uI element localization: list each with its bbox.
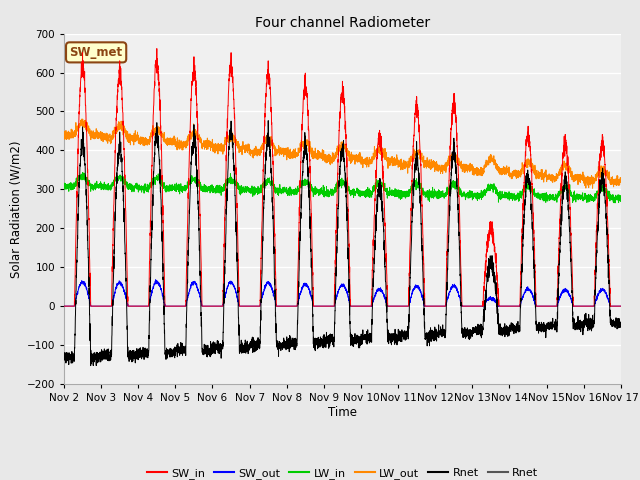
Rnet — [161, 321, 168, 327]
Line: LW_out: LW_out — [64, 119, 621, 188]
LW_out — [436, 167, 444, 173]
SW_out — [60, 303, 68, 309]
Line: Rnet: Rnet — [64, 120, 621, 366]
LW_in — [499, 192, 507, 198]
SW_in — [322, 303, 330, 309]
SW_in — [499, 303, 507, 309]
Title: Four channel Radiometer: Four channel Radiometer — [255, 16, 430, 30]
SW_out — [322, 303, 330, 309]
Text: SW_met: SW_met — [70, 46, 123, 59]
Rnet — [617, 322, 625, 327]
SW_in — [153, 46, 161, 51]
LW_in — [436, 192, 444, 198]
Rnet — [60, 353, 68, 359]
SW_out — [467, 303, 475, 309]
LW_out — [161, 130, 168, 135]
Rnet — [322, 345, 330, 350]
LW_out — [617, 177, 625, 182]
Rnet — [616, 321, 624, 327]
SW_out — [616, 303, 624, 309]
SW_in — [467, 303, 475, 309]
Rnet — [264, 118, 272, 123]
Rnet — [87, 363, 95, 369]
SW_out — [499, 303, 507, 309]
Line: LW_in: LW_in — [64, 172, 621, 203]
SW_out — [436, 303, 444, 309]
Y-axis label: Solar Radiation (W/m2): Solar Radiation (W/m2) — [10, 140, 22, 277]
Rnet — [436, 324, 444, 330]
X-axis label: Time: Time — [328, 406, 357, 419]
Rnet — [499, 331, 507, 336]
SW_out — [161, 300, 168, 305]
LW_in — [161, 180, 168, 185]
LW_out — [78, 116, 86, 122]
LW_in — [616, 192, 624, 198]
SW_out — [617, 303, 625, 309]
SW_in — [161, 267, 168, 273]
Line: SW_out: SW_out — [64, 280, 621, 306]
LW_in — [79, 169, 86, 175]
SW_in — [617, 303, 625, 309]
LW_in — [322, 189, 330, 195]
LW_in — [611, 200, 619, 206]
LW_out — [322, 156, 330, 162]
LW_out — [467, 162, 475, 168]
Legend: SW_in, SW_out, LW_in, LW_out, Rnet, Rnet: SW_in, SW_out, LW_in, LW_out, Rnet, Rnet — [142, 464, 543, 480]
Rnet — [468, 331, 476, 337]
LW_in — [60, 182, 68, 188]
LW_out — [60, 132, 68, 138]
SW_in — [616, 303, 624, 309]
Line: SW_in: SW_in — [64, 48, 621, 306]
LW_in — [467, 191, 475, 196]
SW_in — [60, 303, 68, 309]
LW_out — [589, 185, 596, 191]
SW_in — [436, 303, 444, 309]
LW_in — [617, 195, 625, 201]
LW_out — [499, 168, 507, 174]
SW_out — [152, 277, 159, 283]
LW_out — [616, 175, 624, 180]
